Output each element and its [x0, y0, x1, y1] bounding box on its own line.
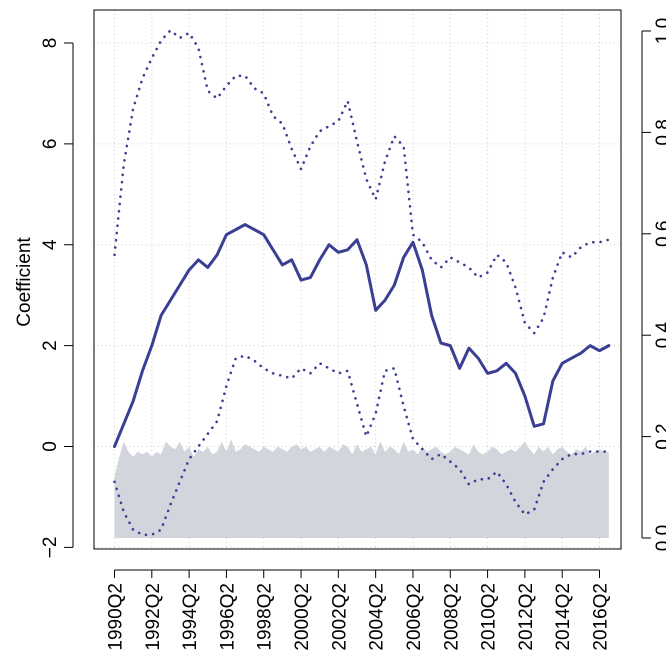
bottom-tick-label: 2006Q2 — [404, 583, 425, 651]
right-tick-label: 0.6 — [653, 221, 666, 247]
bottom-tick-label: 1990Q2 — [106, 583, 127, 651]
bottom-tick-label: 2002Q2 — [329, 583, 350, 651]
area-series — [114, 439, 609, 538]
left-axis: −2 0 2 4 6 8 — [40, 38, 74, 559]
left-tick-label: 4 — [40, 239, 61, 250]
left-tick-label: 6 — [40, 139, 61, 150]
upper-band-line — [113, 29, 611, 335]
bottom-tick-label: 1998Q2 — [255, 583, 276, 651]
bottom-tick-label: 1992Q2 — [143, 583, 164, 651]
coefficient-line — [113, 223, 611, 448]
bottom-tick-label: 2014Q2 — [553, 583, 574, 651]
left-tick-label: −2 — [40, 537, 61, 559]
left-tick-label: 0 — [40, 441, 61, 452]
lower-band-line — [113, 354, 611, 537]
right-tick-label: 1.0 — [653, 18, 666, 44]
bottom-tick-label: 1994Q2 — [180, 583, 201, 651]
right-tick-label: 0.0 — [653, 525, 666, 551]
bottom-tick-label: 2016Q2 — [591, 583, 612, 651]
plot-frame — [93, 9, 622, 550]
bottom-tick-label: 2004Q2 — [367, 583, 388, 651]
bottom-tick-label: 1996Q2 — [217, 583, 238, 651]
line-series-layer — [113, 29, 611, 537]
right-tick-label: 0.8 — [653, 119, 666, 145]
left-tick-label: 2 — [40, 340, 61, 351]
right-tick-label: 0.2 — [653, 423, 666, 449]
bottom-tick-label: 2012Q2 — [516, 583, 537, 651]
bottom-tick-label: 2008Q2 — [441, 583, 462, 651]
y-axis-title: Coefficient — [14, 237, 35, 327]
area-series-layer — [114, 439, 609, 538]
bottom-tick-label: 2010Q2 — [479, 583, 500, 651]
right-axis: 0.0 0.2 0.4 0.6 0.8 1.0 — [641, 18, 666, 551]
left-tick-label: 8 — [40, 38, 61, 49]
bottom-axis: 1990Q2 1992Q2 1994Q2 1996Q2 1998Q2 2000Q2 2002… — [106, 569, 612, 651]
right-tick-label: 0.4 — [653, 322, 666, 349]
bottom-tick-label: 2000Q2 — [292, 583, 313, 651]
